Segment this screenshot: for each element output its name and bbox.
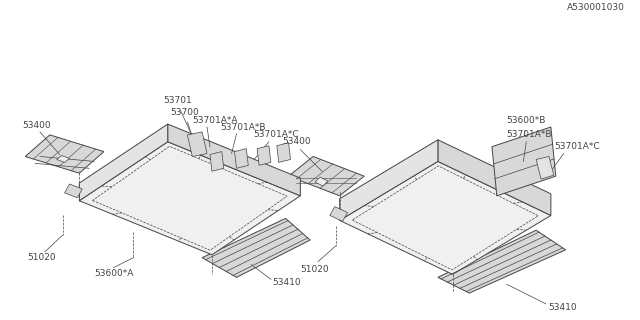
Polygon shape	[168, 124, 300, 196]
Polygon shape	[57, 156, 70, 163]
Polygon shape	[438, 140, 551, 215]
Text: 51020: 51020	[300, 265, 329, 274]
Polygon shape	[340, 161, 551, 275]
Polygon shape	[276, 143, 291, 163]
Polygon shape	[79, 142, 300, 255]
Polygon shape	[438, 230, 566, 293]
Text: 53700: 53700	[171, 108, 200, 117]
Polygon shape	[234, 149, 248, 168]
Polygon shape	[315, 177, 328, 186]
Text: 53410: 53410	[272, 278, 301, 287]
Polygon shape	[188, 132, 207, 156]
Polygon shape	[330, 207, 348, 221]
Text: 51020: 51020	[28, 253, 56, 262]
Text: 53400: 53400	[22, 121, 51, 130]
Text: 53600*B: 53600*B	[507, 116, 546, 134]
Polygon shape	[79, 124, 168, 201]
Text: 53701A*C: 53701A*C	[554, 142, 600, 151]
Text: 53701A*B: 53701A*B	[507, 130, 552, 140]
Text: 53701A*B: 53701A*B	[220, 123, 266, 132]
Text: 53600*A: 53600*A	[94, 269, 133, 278]
Text: 53410: 53410	[548, 303, 577, 312]
Polygon shape	[340, 140, 438, 220]
Polygon shape	[202, 219, 310, 277]
Polygon shape	[257, 146, 271, 165]
Text: 53400: 53400	[283, 137, 311, 146]
Polygon shape	[210, 152, 224, 171]
Text: 53701A*C: 53701A*C	[253, 130, 299, 140]
Polygon shape	[65, 184, 83, 198]
Polygon shape	[289, 156, 364, 196]
Text: A530001030: A530001030	[566, 3, 625, 12]
Polygon shape	[536, 156, 554, 179]
Polygon shape	[492, 127, 556, 196]
Text: 53701: 53701	[163, 96, 191, 105]
Polygon shape	[25, 135, 104, 173]
Text: 53701A*A: 53701A*A	[192, 116, 238, 125]
